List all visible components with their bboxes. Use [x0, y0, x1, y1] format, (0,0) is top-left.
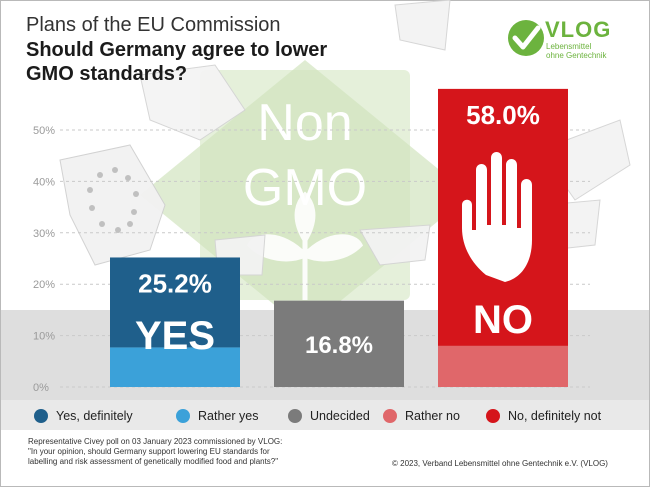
bar-category-label: NO — [473, 298, 533, 342]
bar-segment — [110, 257, 240, 348]
bar-value-label: 25.2% — [138, 268, 212, 298]
survey-note-line1: Representative Civey poll on 03 January … — [28, 437, 283, 446]
bar-segment — [438, 88, 568, 346]
logo-tagline: Lebensmittel ohne Gentechnik — [546, 42, 607, 60]
badge-line1: Non — [257, 94, 352, 152]
legend-label: Yes, definitely — [56, 409, 133, 423]
logo-name: VLOG — [545, 17, 612, 42]
y-tick-label: 10% — [33, 331, 55, 343]
stop-hand-icon — [462, 152, 532, 282]
paper-decorations — [59, 0, 631, 276]
copyright: © 2023, Verband Lebensmittel ohne Gentec… — [392, 459, 608, 468]
legend-label: Undecided — [310, 409, 370, 423]
bar-labels: 25.2% YES 16.8% 58.0% NO — [135, 100, 540, 359]
legend-swatch — [34, 409, 48, 423]
legend-item: Undecided — [288, 409, 370, 423]
eu-flag-paper-icon — [59, 144, 166, 266]
logo-tagline-line1: Lebensmittel — [546, 42, 592, 51]
bar-segment — [110, 347, 240, 387]
legend-swatch — [176, 409, 190, 423]
legend-item: No, definitely not — [486, 409, 601, 423]
survey-note-line3: labelling and risk assessment of genetic… — [28, 457, 279, 466]
legend-item: Rather no — [383, 409, 460, 423]
y-tick-label: 50% — [33, 125, 55, 137]
legend-label: No, definitely not — [508, 409, 602, 423]
legend-band — [1, 400, 649, 430]
bars — [110, 88, 568, 387]
vlog-logo-icon — [508, 20, 544, 56]
bar-segment — [438, 345, 568, 387]
legend-swatch — [288, 409, 302, 423]
legend-swatch — [383, 409, 397, 423]
legend-label: Rather yes — [198, 409, 259, 423]
legend-swatch — [486, 409, 500, 423]
logo-tagline-line2: ohne Gentechnik — [546, 51, 607, 60]
y-axis: 0% 10% 20% 30% 40% 50% — [33, 125, 55, 394]
bar-value-label: 58.0% — [466, 100, 540, 130]
bar-value-label: 16.8% — [305, 332, 373, 359]
paper-icon — [139, 64, 246, 141]
y-tick-label: 0% — [33, 382, 49, 394]
y-tick-label: 40% — [33, 176, 55, 188]
y-tick-label: 30% — [33, 228, 55, 240]
bar-segment — [274, 300, 404, 387]
paper-icon — [394, 0, 451, 51]
y-tick-label: 20% — [33, 279, 55, 291]
survey-note: Representative Civey poll on 03 January … — [28, 437, 358, 467]
eu-stars-icon — [87, 167, 139, 233]
bar-category-label: YES — [135, 314, 215, 358]
paper-icon — [359, 224, 431, 266]
supertitle: Plans of the EU Commission — [26, 14, 281, 36]
page-title: Should Germany agree to lower GMO standa… — [26, 39, 328, 85]
legend-label: Rather no — [405, 409, 460, 423]
survey-note-line2: "In your opinion, should Germany support… — [28, 447, 270, 456]
legend: Yes, definitely Rather yes Undecided Rat… — [28, 409, 628, 429]
legend-item: Yes, definitely — [34, 409, 133, 423]
legend-item: Rather yes — [176, 409, 258, 423]
